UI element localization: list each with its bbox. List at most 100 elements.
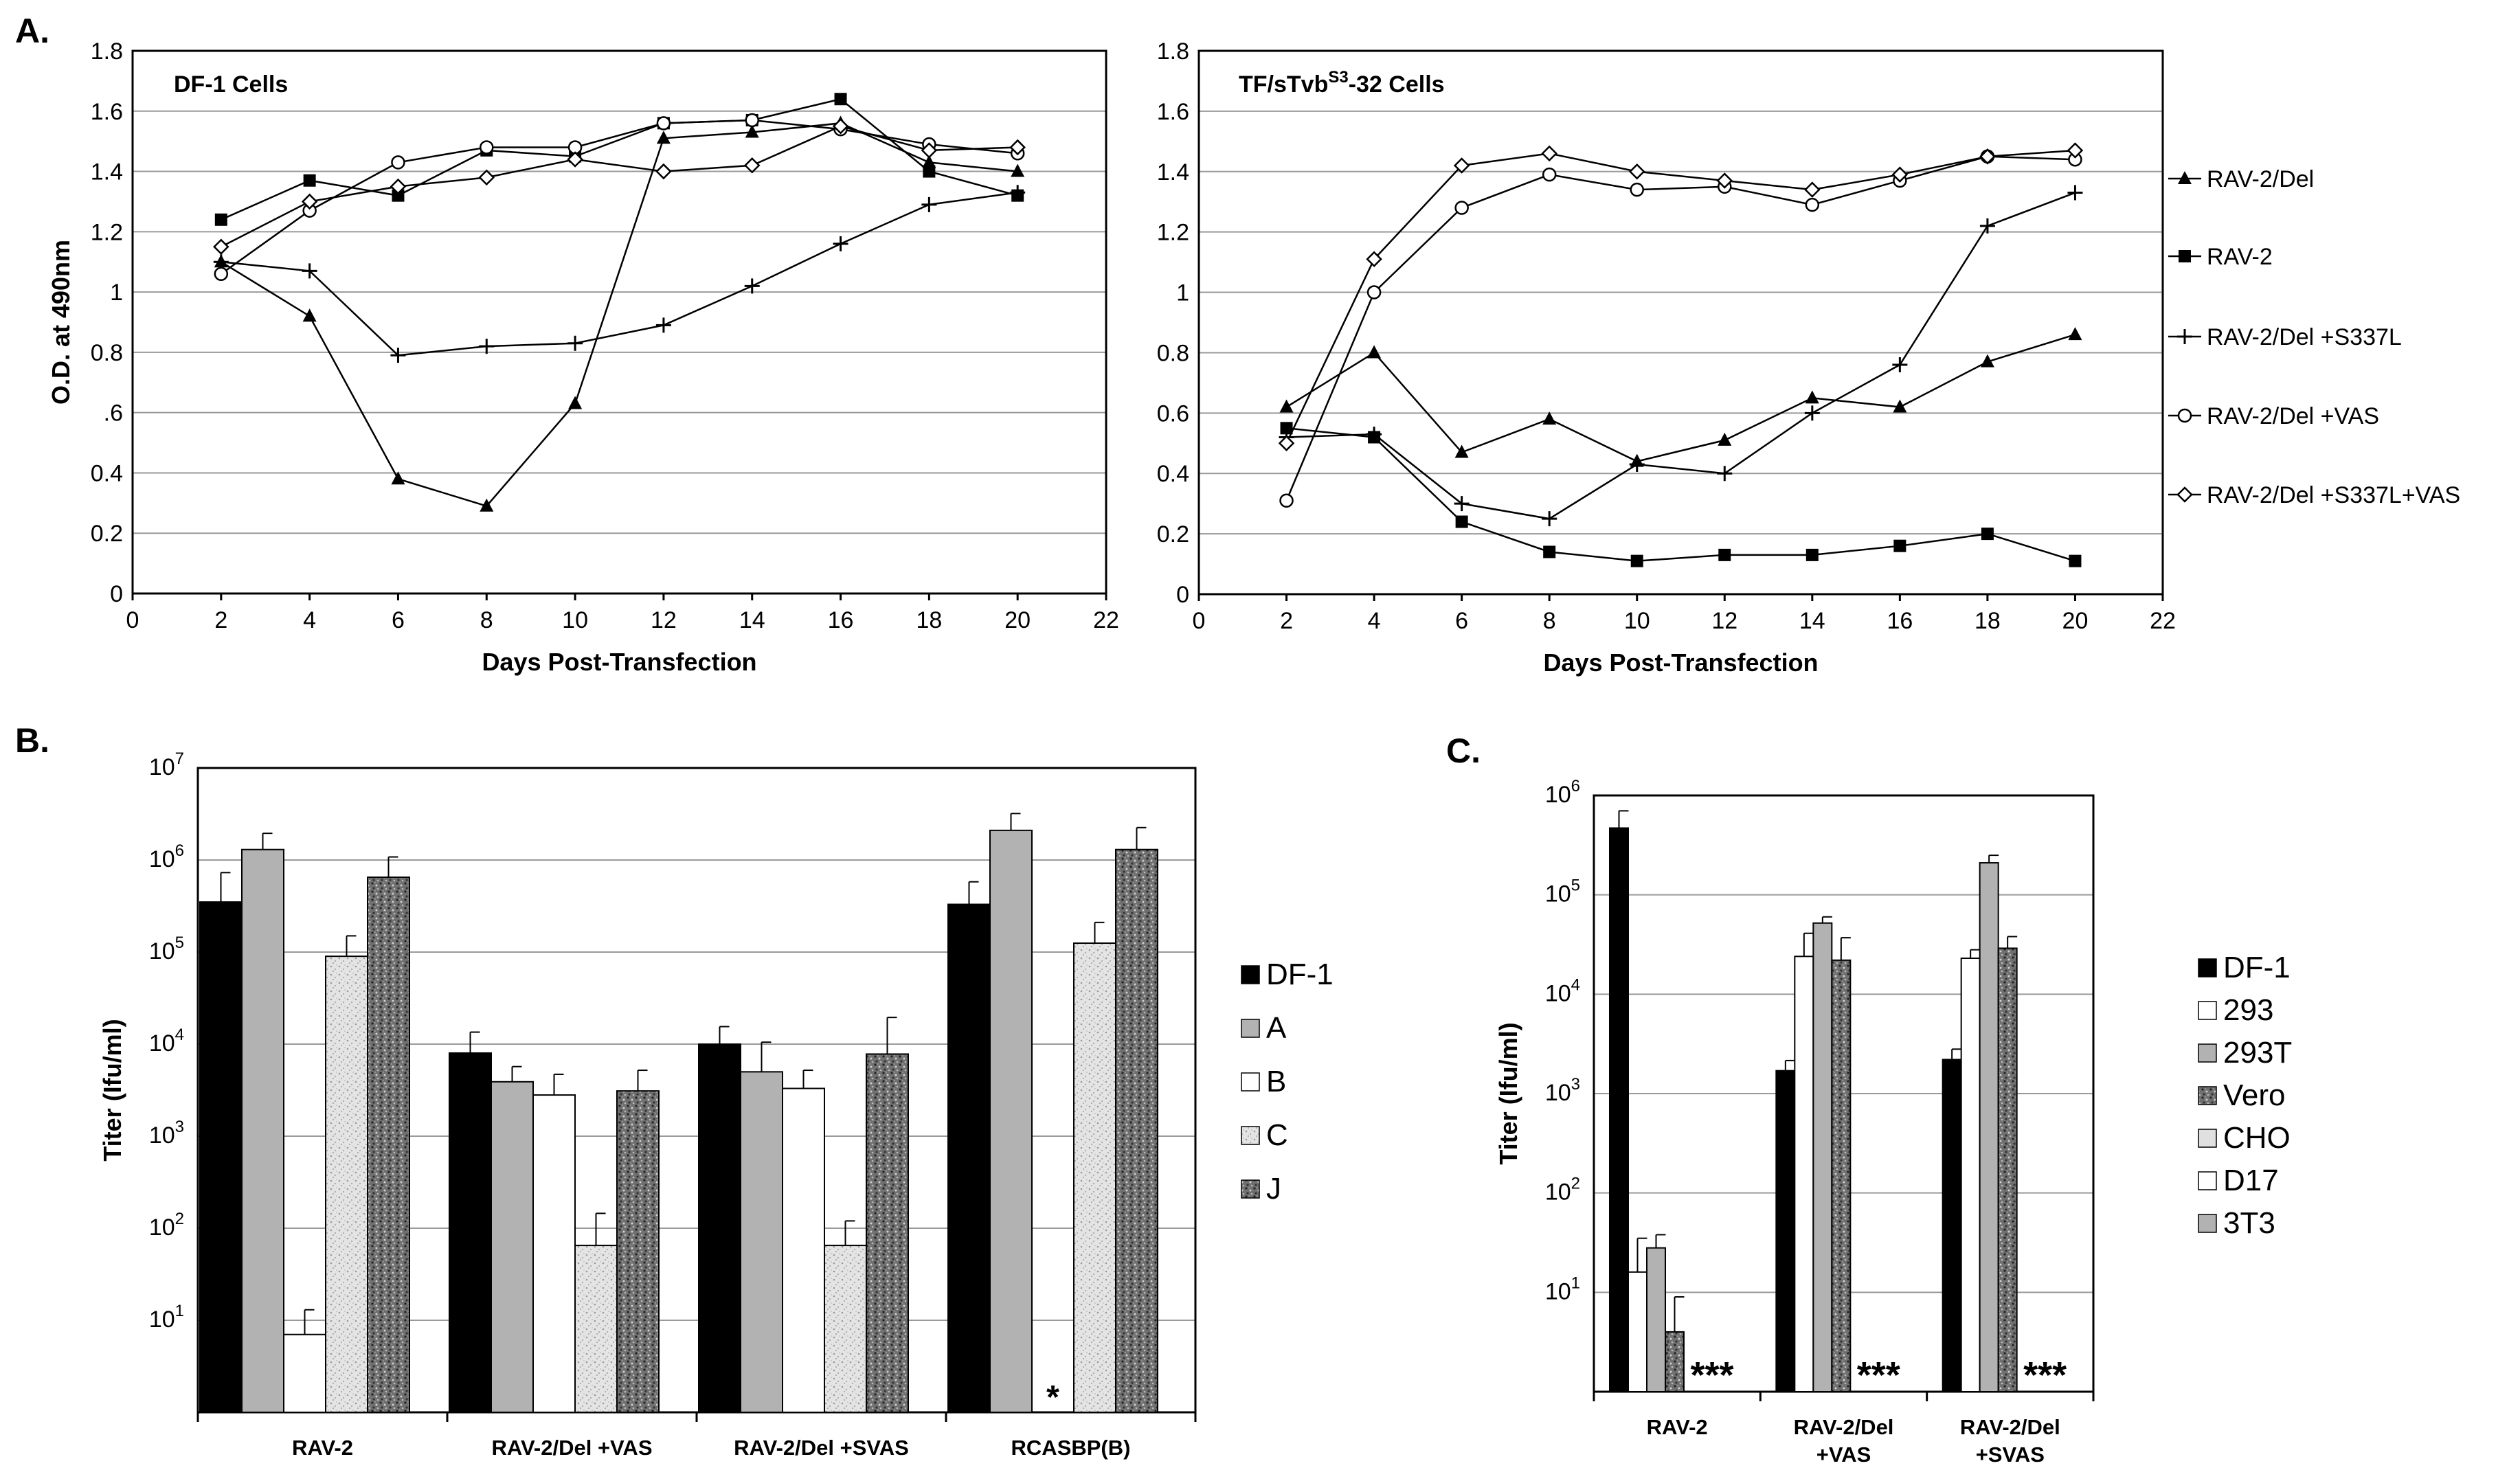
x-axis-title: Days Post-Transfection	[1543, 648, 1818, 677]
bar-a	[740, 1071, 783, 1413]
data-point-rav-2-del	[1805, 390, 1819, 404]
x-tick-label: 4	[303, 607, 316, 633]
y-tick-label: 104	[149, 1026, 184, 1056]
data-point-rav-2-del-s337l-vas	[743, 157, 761, 174]
series-line-rav-2-del-s337l-vas	[221, 125, 1018, 248]
y-axis-title: O.D. at 490nm	[47, 240, 75, 405]
data-point-rav-2-del-s337l-vas	[1366, 251, 1382, 267]
legend-swatch-b	[1241, 1072, 1260, 1092]
bar-vero	[1997, 947, 2018, 1392]
data-point-rav-2	[1718, 548, 1731, 561]
category-label-rav-2-del-vas: RAV-2/Del	[1794, 1415, 1894, 1439]
x-tick-label: 18	[1975, 608, 2001, 634]
chart-title: TF/sTvbS3-32 Cells	[1239, 68, 1445, 98]
data-point-rav-2-del	[656, 131, 671, 144]
x-tick-label: 14	[739, 607, 765, 633]
bar-293t	[1812, 922, 1833, 1392]
line-chart-tf-stvb: 0 0.2 0.4 0.6 0.8 1 1.2 1.4 1.6 1.8 0 2 4 6 8 10 12 14 16 1…	[1157, 38, 2460, 677]
y-tick-label: 0.6	[1157, 400, 1189, 427]
data-point-rav-2-del-vas	[1630, 182, 1644, 197]
series-rav-2	[1280, 422, 2082, 567]
series-rav-2	[214, 93, 1024, 226]
y-tick-label: 107	[149, 749, 184, 780]
legend-label-c: C	[1266, 1118, 1288, 1152]
legend-swatch-a	[1241, 1019, 1260, 1038]
data-point-rav-2-del-s337l-vas	[213, 238, 229, 256]
y-axis-title: Titer (Ifu/ml)	[1494, 1022, 1522, 1164]
legend-label-293t: 293T	[2223, 1036, 2292, 1070]
data-point-rav-2-del-vas	[745, 113, 759, 128]
legend-label-rav-2-del-s337l: RAV-2/Del +S337L	[2207, 324, 2402, 350]
y-tick-label: 1.8	[91, 38, 123, 65]
bar-c	[574, 1245, 618, 1413]
x-tick-label: 6	[1455, 608, 1468, 634]
data-point-rav-2	[1455, 515, 1468, 528]
legend-swatch-rav-2-del	[2178, 171, 2192, 184]
series-rav-2-del-s337l-vas	[213, 117, 1026, 256]
y-tick-label: 0.8	[91, 340, 123, 366]
x-tick-label: 6	[392, 607, 405, 633]
series-line-rav-2-del-s337l	[1286, 192, 2075, 520]
bar-b	[532, 1094, 576, 1413]
data-point-rav-2-del	[1718, 432, 1732, 446]
y-tick-label: 1.2	[1157, 220, 1189, 246]
data-point-rav-2-del	[391, 471, 405, 485]
legend-label-3t3: 3T3	[2223, 1206, 2275, 1240]
data-point-rav-2	[2069, 554, 2082, 567]
data-point-rav-2-del	[1980, 354, 1994, 368]
legend-label-df-1: DF-1	[1266, 958, 1334, 991]
x-tick-label: 20	[1004, 607, 1031, 633]
data-point-rav-2-del-s337l-vas	[301, 193, 318, 210]
legend-label-rav-2-del: RAV-2/Del	[2207, 166, 2314, 192]
x-tick-label: 4	[1368, 608, 1381, 634]
data-point-rav-2	[1805, 548, 1819, 561]
data-point-rav-2-del	[480, 498, 494, 512]
x-tick-label: 16	[1887, 608, 1913, 634]
data-point-rav-2-del-s337l-vas	[1453, 157, 1470, 174]
data-point-rav-2-del-vas	[480, 140, 494, 155]
plot-frame	[131, 49, 1107, 595]
annotation-asterisks: ***	[1857, 1355, 1900, 1396]
data-point-rav-2-del-s337l-vas	[655, 163, 672, 180]
legend-label-rav-2-del-vas: RAV-2/Del +VAS	[2207, 403, 2379, 429]
series-rav-2-del-s337l	[1279, 185, 2083, 527]
bar-j	[866, 1053, 909, 1413]
data-point-rav-2	[1981, 528, 1994, 541]
x-axis-title: Days Post-Transfection	[482, 648, 756, 676]
legend-swatch-cho	[2198, 1129, 2217, 1148]
data-point-rav-2-del	[1367, 345, 1382, 359]
x-tick-label: 2	[1280, 608, 1293, 634]
data-point-rav-2-del-vas	[1542, 167, 1557, 182]
data-point-rav-2	[1280, 422, 1293, 435]
data-point-rav-2-del-vas	[391, 155, 405, 170]
plot-frame	[1197, 49, 2164, 596]
series-rav-2-del-vas	[1279, 149, 2082, 508]
data-point-rav-2-del-vas	[1366, 285, 1382, 299]
bar-j	[616, 1090, 660, 1414]
data-point-rav-2-del-s337l	[1542, 511, 1557, 527]
y-tick-label: 103	[1545, 1075, 1580, 1106]
y-tick-label: 1.6	[91, 99, 123, 125]
data-point-rav-2-del	[745, 124, 759, 138]
panel-label-c: C.	[1446, 732, 1481, 770]
x-tick-label: 18	[916, 607, 942, 633]
series-line-rav-2-del	[221, 122, 1018, 508]
annotation-asterisk: *	[1046, 1379, 1059, 1416]
legend-swatch-df-1	[1241, 965, 1260, 984]
y-tick-label: 0.4	[1157, 461, 1189, 487]
bar-293	[1960, 958, 1981, 1393]
bar-c	[1073, 942, 1116, 1413]
series-line-rav-2-del-s337l-vas	[1285, 149, 2075, 444]
legend-swatch-vero	[2198, 1086, 2217, 1105]
legend-swatch-df-1	[2198, 958, 2217, 977]
bar-chart-titer-c: 101 102 103 104 105 106 Titer (Ifu/ml) RAV-2 RAV…	[1494, 777, 2292, 1467]
y-tick-label: 0.4	[91, 460, 123, 486]
data-point-rav-2-del	[922, 155, 936, 168]
y-tick-label: 1.4	[91, 159, 123, 185]
data-point-rav-2-del-s337l	[655, 317, 671, 333]
data-point-rav-2-del-s337l-vas	[478, 169, 495, 186]
y-tick-label: 102	[149, 1210, 184, 1241]
legend-label-vero: Vero	[2223, 1078, 2286, 1112]
y-tick-label: 1	[110, 280, 123, 306]
